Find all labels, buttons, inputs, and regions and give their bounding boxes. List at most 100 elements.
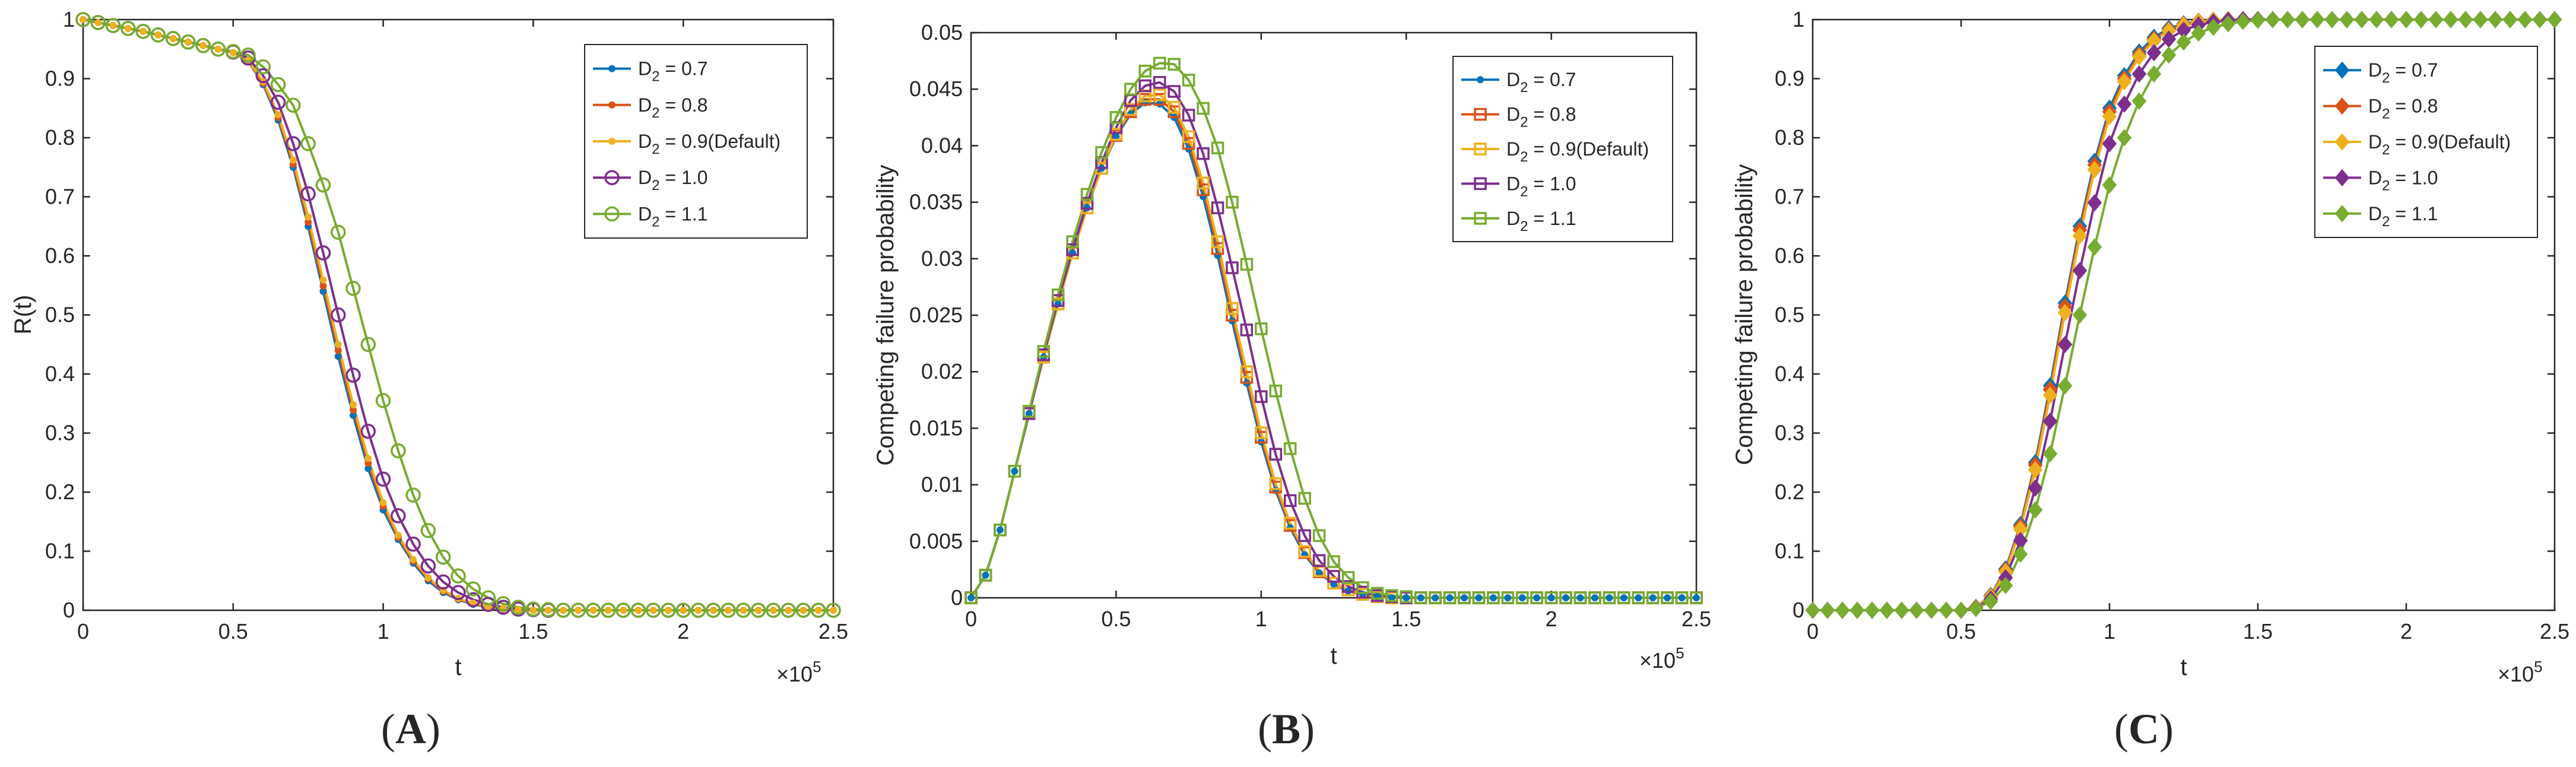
- data-point: [1269, 384, 1282, 398]
- data-point: [184, 38, 192, 46]
- data-point: [570, 603, 586, 618]
- data-point: [769, 607, 777, 614]
- y-tick-label: 0.035: [909, 190, 963, 214]
- data-point: [1051, 288, 1065, 302]
- data-point: [1240, 258, 1254, 271]
- data-point: [2028, 501, 2043, 519]
- data-point: [2087, 161, 2102, 179]
- y-tick-label: 0.03: [921, 246, 963, 271]
- data-point: [2473, 11, 2488, 28]
- data-point: [199, 42, 207, 49]
- data-point: [90, 15, 106, 30]
- data-point: [1211, 235, 1224, 248]
- data-point: [480, 597, 496, 612]
- x-tick-label: 2: [677, 619, 689, 644]
- data-point: [2028, 479, 2043, 497]
- data-point: [2206, 18, 2221, 36]
- y-tick-label: 0.4: [45, 362, 75, 386]
- data-point: [2295, 11, 2310, 28]
- data-point: [1327, 570, 1340, 583]
- data-point: [1095, 146, 1108, 159]
- data-point: [661, 603, 676, 618]
- data-point: [1518, 594, 1526, 601]
- data-point: [379, 499, 387, 506]
- data-point: [120, 21, 136, 36]
- data-point: [2072, 262, 2088, 280]
- legend-label-0: D2 = 0.7: [2368, 59, 2438, 86]
- data-point: [2072, 227, 2088, 245]
- data-point: [1168, 85, 1181, 98]
- data-point: [1283, 494, 1297, 508]
- data-point: [334, 353, 342, 360]
- data-point: [810, 603, 826, 618]
- data-point: [1573, 591, 1587, 604]
- data-point: [1255, 426, 1268, 439]
- data-point: [2532, 11, 2548, 28]
- data-point: [139, 27, 147, 35]
- data-point: [1664, 594, 1671, 601]
- legend-swatch-marker: [1474, 142, 1487, 156]
- y-tick-label: 0.4: [1775, 362, 1804, 386]
- data-point: [1008, 465, 1021, 478]
- x-tick-label: 2: [1546, 607, 1557, 631]
- data-point: [544, 607, 552, 614]
- y-tick-label: 1: [63, 7, 75, 31]
- data-point: [1341, 571, 1355, 584]
- legend-label-1: D2 = 0.8: [638, 94, 708, 121]
- legend-label-3: D2 = 1.0: [1506, 173, 1576, 199]
- x-axis-multiplier: ×105: [776, 658, 821, 686]
- data-point: [1400, 590, 1413, 603]
- data-point: [1298, 529, 1311, 543]
- data-point: [2042, 445, 2058, 462]
- data-point: [255, 59, 271, 75]
- data-point: [635, 607, 642, 614]
- x-tick-label: 1.5: [1391, 607, 1421, 631]
- data-point: [585, 603, 601, 618]
- data-point: [721, 603, 736, 618]
- data-point: [2102, 176, 2117, 194]
- data-point: [510, 600, 526, 615]
- x-tick-label: 1.5: [2243, 619, 2273, 644]
- legend-swatch-marker: [1477, 76, 1484, 84]
- panel-label-c: (C): [2114, 705, 2174, 753]
- x-tick-label: 2.5: [819, 619, 848, 644]
- series-markers: [965, 56, 1703, 604]
- data-point: [1417, 594, 1425, 601]
- data-point: [706, 603, 721, 618]
- data-point: [210, 42, 226, 57]
- data-point: [1617, 591, 1630, 604]
- x-tick-label: 1.5: [518, 619, 548, 644]
- data-point: [645, 603, 661, 618]
- data-point: [75, 12, 91, 27]
- data-point: [124, 24, 132, 32]
- data-point: [1475, 594, 1483, 601]
- panel-label-a: (A): [381, 705, 440, 753]
- data-point: [800, 607, 807, 614]
- data-point: [1197, 183, 1210, 196]
- data-point: [1356, 581, 1369, 594]
- data-point: [94, 18, 102, 26]
- x-tick-label: 0.5: [1101, 607, 1131, 631]
- data-point: [319, 276, 327, 284]
- data-point: [2176, 33, 2191, 51]
- data-point: [979, 569, 992, 582]
- data-point: [620, 607, 627, 614]
- data-point: [451, 585, 466, 600]
- data-point: [2117, 72, 2132, 91]
- data-point: [135, 24, 151, 39]
- x-tick-label: 1: [2104, 619, 2115, 644]
- data-point: [1197, 102, 1210, 115]
- legend: D2 = 0.7 D2 = 0.8 D2 = 0.9(Default) D2 = 1.…: [2314, 46, 2538, 238]
- data-point: [435, 574, 451, 589]
- chart-panel-a: 0 0.5 1 1.5 2 2.5 0 0.1 0.2 0.3 0.4 0.5 0.6 0.7 0.8 0.9…: [10, 7, 848, 686]
- data-point: [1909, 601, 1924, 619]
- data-point: [1298, 492, 1311, 505]
- legend-swatch-marker: [2334, 205, 2350, 223]
- data-point: [540, 602, 556, 617]
- y-tick-label: 0: [951, 585, 963, 610]
- data-point: [2102, 107, 2117, 125]
- data-point: [616, 603, 631, 618]
- data-point: [391, 443, 406, 459]
- data-point: [195, 38, 211, 53]
